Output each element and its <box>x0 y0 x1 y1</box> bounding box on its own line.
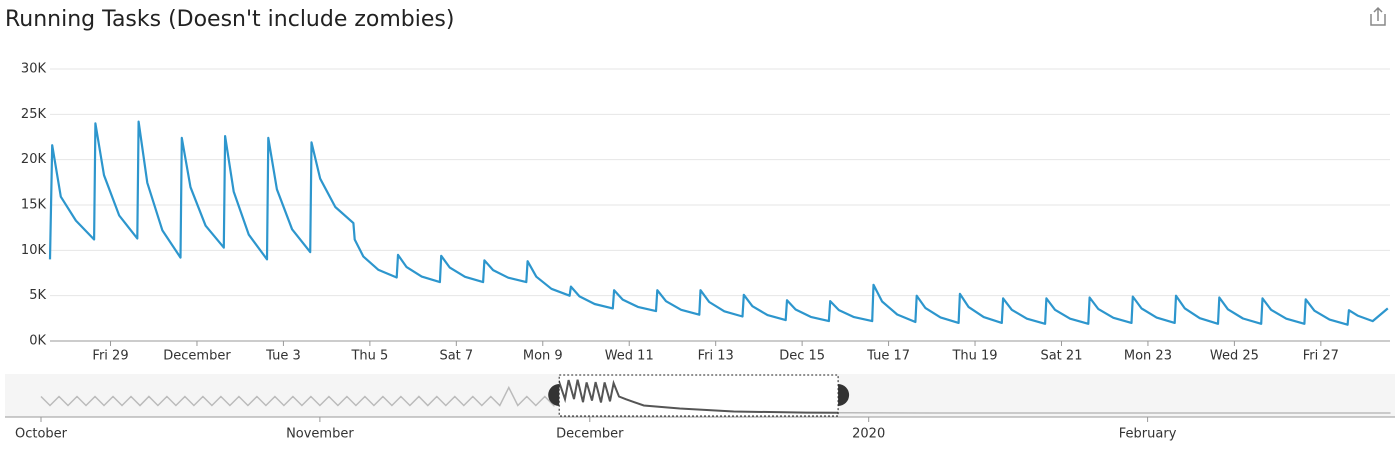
y-tick-label: 5K <box>29 288 46 303</box>
navigator-handle[interactable] <box>838 384 850 406</box>
x-tick-label: Fri 13 <box>698 349 734 364</box>
navigator-tick-label: February <box>1119 427 1177 442</box>
x-tick-label: Mon 9 <box>523 349 563 364</box>
x-tick-label: Mon 23 <box>1124 349 1172 364</box>
x-tick-label: Wed 11 <box>605 349 654 364</box>
y-tick-label: 30K <box>21 62 47 77</box>
x-tick-label: December <box>163 349 231 364</box>
navigator-line-selected <box>559 379 839 414</box>
navigator-tick-label: November <box>286 427 354 442</box>
x-tick-label: Fri 27 <box>1303 349 1339 364</box>
y-tick-label: 25K <box>21 107 47 122</box>
chart-title: Running Tasks (Doesn't include zombies) <box>5 7 454 32</box>
y-tick-label: 0K <box>29 334 46 349</box>
navigator-handle[interactable] <box>548 384 560 406</box>
y-tick-label: 20K <box>21 152 47 167</box>
x-tick-label: Sat 21 <box>1040 349 1082 364</box>
x-tick-label: Wed 25 <box>1210 349 1259 364</box>
navigator-tick-label: October <box>15 427 68 442</box>
share-icon-box[interactable] <box>1370 14 1386 26</box>
x-tick-label: Tue 17 <box>866 349 910 364</box>
share-icon-arrow[interactable] <box>1373 6 1383 21</box>
x-tick-label: Dec 15 <box>779 349 825 364</box>
navigator-tick-label: 2020 <box>852 427 885 442</box>
y-tick-label: 15K <box>21 198 47 213</box>
x-tick-label: Tue 3 <box>265 349 301 364</box>
x-tick-label: Fri 29 <box>92 349 128 364</box>
x-tick-label: Thu 5 <box>350 349 388 364</box>
y-tick-label: 10K <box>21 243 47 258</box>
navigator-tick-label: December <box>556 427 624 442</box>
series-line <box>48 120 1389 326</box>
x-tick-label: Sat 7 <box>439 349 473 364</box>
x-tick-label: Thu 19 <box>951 349 997 364</box>
share-icon[interactable] <box>1370 6 1386 26</box>
